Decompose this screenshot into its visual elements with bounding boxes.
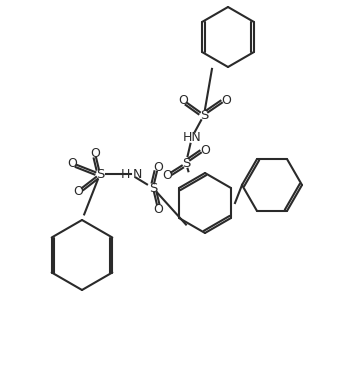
Text: O: O [67,156,77,169]
Text: O: O [90,147,100,159]
Text: O: O [221,94,231,107]
Text: O: O [153,161,163,174]
Text: S: S [96,167,104,181]
Text: S: S [200,109,208,122]
Text: S: S [149,181,157,194]
Text: O: O [162,169,172,181]
Text: HN: HN [182,131,201,144]
Text: N: N [132,167,142,181]
Text: O: O [178,94,188,107]
Text: O: O [153,203,163,216]
Text: H: H [120,167,130,181]
Text: O: O [200,144,210,156]
Text: O: O [73,184,83,198]
Text: S: S [182,156,190,169]
